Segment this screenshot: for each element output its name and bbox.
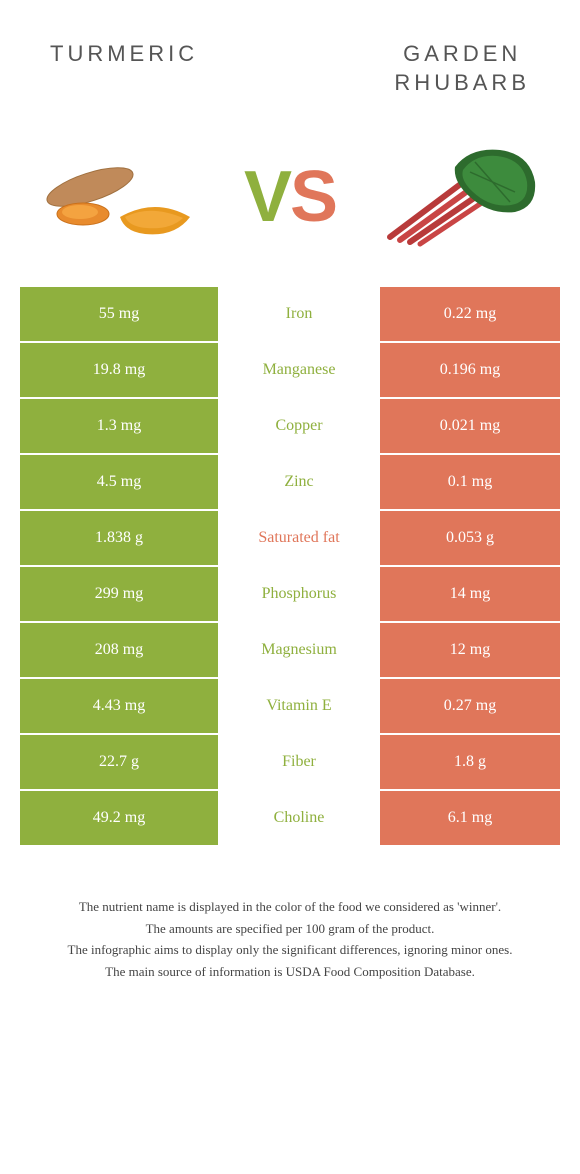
nutrient-label-cell: Fiber	[220, 735, 380, 791]
right-food-title: Garden rhubarb	[394, 40, 530, 97]
table-row: 4.5 mgZinc0.1 mg	[20, 455, 560, 511]
vs-v: V	[244, 157, 290, 237]
rhubarb-image	[370, 137, 550, 257]
left-value-cell: 1.838 g	[20, 511, 220, 567]
turmeric-image	[30, 137, 210, 257]
nutrient-label-cell: Iron	[220, 287, 380, 343]
left-value-cell: 299 mg	[20, 567, 220, 623]
table-row: 1.3 mgCopper0.021 mg	[20, 399, 560, 455]
table-row: 49.2 mgCholine6.1 mg	[20, 791, 560, 847]
footer-line: The nutrient name is displayed in the co…	[30, 897, 550, 917]
right-value-cell: 0.021 mg	[380, 399, 560, 455]
left-value-cell: 4.43 mg	[20, 679, 220, 735]
vs-label: VS	[244, 156, 336, 238]
nutrient-table: 55 mgIron0.22 mg19.8 mgManganese0.196 mg…	[20, 287, 560, 847]
left-value-cell: 55 mg	[20, 287, 220, 343]
table-row: 19.8 mgManganese0.196 mg	[20, 343, 560, 399]
nutrient-label-cell: Zinc	[220, 455, 380, 511]
left-value-cell: 19.8 mg	[20, 343, 220, 399]
nutrient-label-cell: Magnesium	[220, 623, 380, 679]
table-row: 1.838 gSaturated fat0.053 g	[20, 511, 560, 567]
left-value-cell: 22.7 g	[20, 735, 220, 791]
footer-line: The main source of information is USDA F…	[30, 962, 550, 982]
left-food-title: Turmeric	[50, 40, 198, 97]
nutrient-label-cell: Copper	[220, 399, 380, 455]
left-value-cell: 208 mg	[20, 623, 220, 679]
right-value-cell: 0.053 g	[380, 511, 560, 567]
header: Turmeric Garden rhubarb	[20, 20, 560, 127]
table-row: 208 mgMagnesium12 mg	[20, 623, 560, 679]
table-row: 299 mgPhosphorus14 mg	[20, 567, 560, 623]
left-value-cell: 4.5 mg	[20, 455, 220, 511]
footer-notes: The nutrient name is displayed in the co…	[20, 847, 560, 993]
nutrient-label-cell: Choline	[220, 791, 380, 847]
table-row: 55 mgIron0.22 mg	[20, 287, 560, 343]
left-value-cell: 49.2 mg	[20, 791, 220, 847]
right-value-cell: 0.196 mg	[380, 343, 560, 399]
hero-row: VS	[20, 127, 560, 287]
footer-line: The amounts are specified per 100 gram o…	[30, 919, 550, 939]
right-value-cell: 6.1 mg	[380, 791, 560, 847]
nutrient-label-cell: Phosphorus	[220, 567, 380, 623]
nutrient-label-cell: Vitamin E	[220, 679, 380, 735]
right-value-cell: 0.1 mg	[380, 455, 560, 511]
table-row: 4.43 mgVitamin E0.27 mg	[20, 679, 560, 735]
right-value-cell: 0.27 mg	[380, 679, 560, 735]
right-value-cell: 0.22 mg	[380, 287, 560, 343]
left-value-cell: 1.3 mg	[20, 399, 220, 455]
vs-s: S	[290, 157, 336, 237]
right-value-cell: 1.8 g	[380, 735, 560, 791]
nutrient-label-cell: Saturated fat	[220, 511, 380, 567]
right-value-cell: 14 mg	[380, 567, 560, 623]
table-row: 22.7 gFiber1.8 g	[20, 735, 560, 791]
right-value-cell: 12 mg	[380, 623, 560, 679]
footer-line: The infographic aims to display only the…	[30, 940, 550, 960]
nutrient-label-cell: Manganese	[220, 343, 380, 399]
